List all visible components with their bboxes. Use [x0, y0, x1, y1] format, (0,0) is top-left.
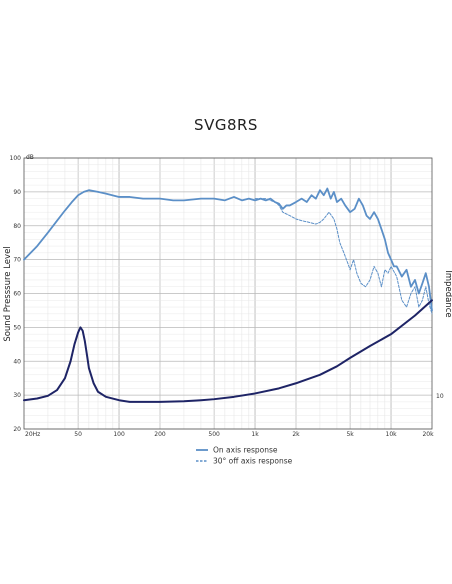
- x-tick-label: 200: [154, 431, 166, 438]
- x-tick-label: 100: [113, 431, 125, 438]
- y-tick-label: 50: [13, 324, 21, 331]
- legend-label: 30° off axis response: [213, 457, 293, 466]
- ticks-layer: 20 30 40 50 60 70 80 90 100 dB 20Hz 50 100 200 500 1k 2k…: [10, 154, 444, 438]
- x-tick-label: 10k: [386, 431, 398, 438]
- y-tick-label: 100: [10, 155, 22, 162]
- y-tick-label: 40: [13, 358, 21, 365]
- y-tick-label: 60: [13, 291, 21, 298]
- x-tick-label: 50: [74, 431, 82, 438]
- y-tick-label: 20: [13, 426, 21, 433]
- y-tick-label: 80: [13, 223, 21, 230]
- plot-border: [23, 157, 433, 430]
- legend-label: On axis response: [213, 446, 278, 455]
- y2-axis-label: Impedance: [443, 270, 452, 317]
- x-tick-label: 5k: [346, 431, 354, 438]
- x-tick-label: 2k: [292, 431, 300, 438]
- y-tick-label: 70: [13, 257, 21, 264]
- series-line-1: [23, 187, 433, 312]
- legend: On axis response 30° off axis response: [196, 446, 293, 466]
- y2-tick-label: 10: [436, 393, 444, 400]
- x-tick-label: 500: [208, 431, 220, 438]
- series-line-2: [254, 198, 433, 315]
- y-axis-label: Sound Presssure Level: [3, 246, 13, 341]
- x-tick-label: 20k: [422, 431, 434, 438]
- series-line-3: [23, 299, 433, 403]
- chart-title: SVG8RS: [194, 116, 258, 134]
- x-tick-label: 1k: [251, 431, 259, 438]
- y-unit-label: dB: [26, 154, 34, 161]
- y-tick-label: 30: [13, 392, 21, 399]
- x-tick-label: 20Hz: [25, 431, 40, 438]
- series-layer: [23, 187, 433, 403]
- y-tick-label: 90: [13, 189, 21, 196]
